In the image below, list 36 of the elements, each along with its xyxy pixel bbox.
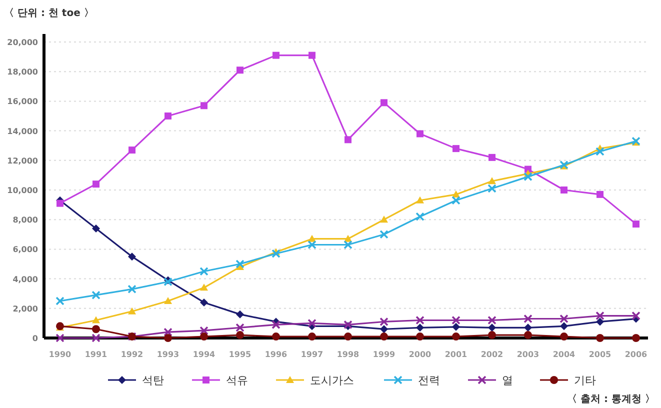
x-tick-label: 1991 (84, 350, 108, 359)
y-tick-label: 20,000 (7, 38, 38, 47)
y-tick-label: 14,000 (7, 126, 38, 136)
x-tick-label: 2005 (588, 350, 612, 359)
legend-label: 기타 (574, 374, 596, 387)
x-tick-label: 1999 (372, 350, 396, 359)
legend-label: 열 (502, 374, 513, 387)
x-tick-label: 2006 (624, 350, 648, 359)
x-tick-label: 2002 (480, 350, 504, 359)
y-tick-label: 12,000 (7, 156, 38, 166)
x-tick-label: 2001 (444, 350, 468, 359)
legend-label: 석탄 (142, 374, 164, 387)
y-tick-label: 4,000 (12, 274, 38, 284)
text: 〈 단위 : 천 toe 〉 (4, 7, 94, 19)
x-tick-label: 1994 (192, 350, 216, 359)
x-tick-label: 1992 (120, 350, 144, 359)
legend-label: 석유 (226, 374, 248, 387)
x-tick-label: 1990 (48, 350, 72, 359)
y-tick-label: 2,000 (12, 304, 38, 314)
x-tick-label: 1997 (300, 350, 324, 359)
y-tick-label: 10,000 (7, 186, 38, 195)
y-tick-label: 8,000 (12, 216, 38, 225)
x-tick-label: 2000 (408, 350, 432, 359)
text: 〈 출처 : 통계청 〉 (567, 393, 655, 405)
x-tick-label: 2004 (552, 350, 576, 359)
x-tick-label: 1996 (264, 350, 288, 359)
x-tick-label: 2003 (516, 350, 540, 359)
legend-label: 도시가스 (310, 374, 354, 387)
x-tick-label: 1998 (336, 350, 360, 359)
y-tick-label: 0 (32, 334, 38, 343)
legend-label: 전력 (418, 374, 440, 387)
y-tick-label: 16,000 (7, 97, 38, 106)
x-tick-label: 1995 (228, 350, 252, 359)
x-tick-label: 1993 (156, 350, 180, 359)
y-tick-label: 6,000 (12, 245, 38, 254)
y-tick-label: 18,000 (7, 68, 38, 77)
